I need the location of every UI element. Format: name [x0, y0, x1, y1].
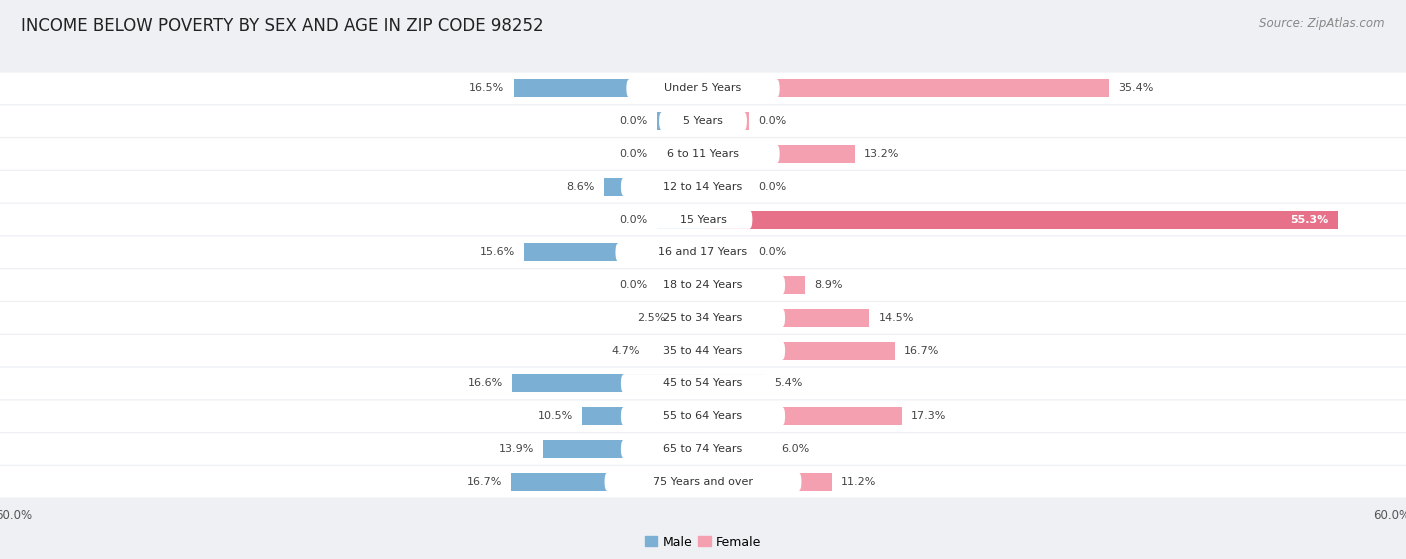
FancyBboxPatch shape	[621, 309, 785, 327]
FancyBboxPatch shape	[0, 138, 1406, 170]
Bar	[657, 276, 703, 294]
Text: 13.2%: 13.2%	[863, 149, 898, 159]
Bar	[703, 145, 855, 163]
Text: 11.2%: 11.2%	[841, 477, 876, 487]
FancyBboxPatch shape	[0, 433, 1406, 465]
FancyBboxPatch shape	[0, 236, 1406, 268]
Text: 14.5%: 14.5%	[879, 313, 914, 323]
Bar	[582, 407, 703, 425]
FancyBboxPatch shape	[0, 204, 1406, 235]
Bar	[703, 440, 772, 458]
Text: 15 Years: 15 Years	[679, 215, 727, 225]
Text: Source: ZipAtlas.com: Source: ZipAtlas.com	[1260, 17, 1385, 30]
FancyBboxPatch shape	[621, 177, 785, 196]
Bar	[703, 211, 1339, 229]
Bar	[703, 407, 901, 425]
Text: 0.0%: 0.0%	[620, 215, 648, 225]
Text: 75 Years and over: 75 Years and over	[652, 477, 754, 487]
FancyBboxPatch shape	[0, 106, 1406, 137]
FancyBboxPatch shape	[0, 73, 1406, 104]
Bar	[512, 473, 703, 491]
Bar	[703, 79, 1109, 97]
Text: 5 Years: 5 Years	[683, 116, 723, 126]
Bar	[605, 178, 703, 196]
FancyBboxPatch shape	[626, 145, 780, 163]
Text: 8.9%: 8.9%	[814, 280, 842, 290]
Text: 16.5%: 16.5%	[470, 83, 505, 93]
Text: 65 to 74 Years: 65 to 74 Years	[664, 444, 742, 454]
Text: 18 to 24 Years: 18 to 24 Years	[664, 280, 742, 290]
FancyBboxPatch shape	[621, 407, 785, 425]
Bar	[543, 440, 703, 458]
Text: 10.5%: 10.5%	[538, 411, 574, 421]
Text: 5.4%: 5.4%	[775, 378, 803, 389]
Text: Under 5 Years: Under 5 Years	[665, 83, 741, 93]
Text: 13.9%: 13.9%	[499, 444, 534, 454]
FancyBboxPatch shape	[0, 269, 1406, 301]
Bar	[657, 145, 703, 163]
FancyBboxPatch shape	[0, 171, 1406, 202]
FancyBboxPatch shape	[0, 302, 1406, 334]
Text: 16.7%: 16.7%	[467, 477, 502, 487]
Text: 0.0%: 0.0%	[758, 116, 786, 126]
FancyBboxPatch shape	[0, 368, 1406, 399]
Text: 2.5%: 2.5%	[637, 313, 665, 323]
Bar	[703, 342, 894, 359]
Bar	[650, 342, 703, 359]
Text: 25 to 34 Years: 25 to 34 Years	[664, 313, 742, 323]
Text: 0.0%: 0.0%	[758, 182, 786, 192]
Text: INCOME BELOW POVERTY BY SEX AND AGE IN ZIP CODE 98252: INCOME BELOW POVERTY BY SEX AND AGE IN Z…	[21, 17, 544, 35]
FancyBboxPatch shape	[621, 439, 785, 458]
Bar	[524, 243, 703, 261]
Bar	[675, 309, 703, 327]
FancyBboxPatch shape	[621, 374, 785, 393]
Bar	[657, 112, 703, 130]
Text: 0.0%: 0.0%	[620, 116, 648, 126]
FancyBboxPatch shape	[621, 342, 785, 360]
Text: 6 to 11 Years: 6 to 11 Years	[666, 149, 740, 159]
Text: 15.6%: 15.6%	[479, 247, 515, 257]
FancyBboxPatch shape	[654, 210, 752, 229]
Bar	[512, 375, 703, 392]
Text: 0.0%: 0.0%	[620, 280, 648, 290]
Text: 0.0%: 0.0%	[758, 247, 786, 257]
Text: 0.0%: 0.0%	[620, 149, 648, 159]
FancyBboxPatch shape	[0, 466, 1406, 498]
Bar	[657, 211, 703, 229]
Bar	[703, 276, 806, 294]
Text: 55.3%: 55.3%	[1291, 215, 1329, 225]
Bar	[513, 79, 703, 97]
FancyBboxPatch shape	[626, 79, 780, 98]
Text: 8.6%: 8.6%	[567, 182, 595, 192]
Bar	[703, 112, 749, 130]
Bar	[703, 375, 765, 392]
Bar	[703, 243, 749, 261]
FancyBboxPatch shape	[605, 472, 801, 491]
Text: 35 to 44 Years: 35 to 44 Years	[664, 345, 742, 356]
Text: 4.7%: 4.7%	[612, 345, 640, 356]
FancyBboxPatch shape	[616, 243, 790, 262]
Text: 16.7%: 16.7%	[904, 345, 939, 356]
FancyBboxPatch shape	[659, 112, 747, 131]
Text: 16 and 17 Years: 16 and 17 Years	[658, 247, 748, 257]
Bar	[703, 178, 749, 196]
Bar	[703, 473, 831, 491]
FancyBboxPatch shape	[621, 276, 785, 295]
Text: 55 to 64 Years: 55 to 64 Years	[664, 411, 742, 421]
Bar	[703, 309, 869, 327]
Text: 12 to 14 Years: 12 to 14 Years	[664, 182, 742, 192]
Text: 35.4%: 35.4%	[1119, 83, 1154, 93]
FancyBboxPatch shape	[0, 400, 1406, 432]
Text: 17.3%: 17.3%	[911, 411, 946, 421]
Legend: Male, Female: Male, Female	[640, 530, 766, 553]
Text: 6.0%: 6.0%	[782, 444, 810, 454]
FancyBboxPatch shape	[0, 335, 1406, 366]
Text: 45 to 54 Years: 45 to 54 Years	[664, 378, 742, 389]
Text: 16.6%: 16.6%	[468, 378, 503, 389]
